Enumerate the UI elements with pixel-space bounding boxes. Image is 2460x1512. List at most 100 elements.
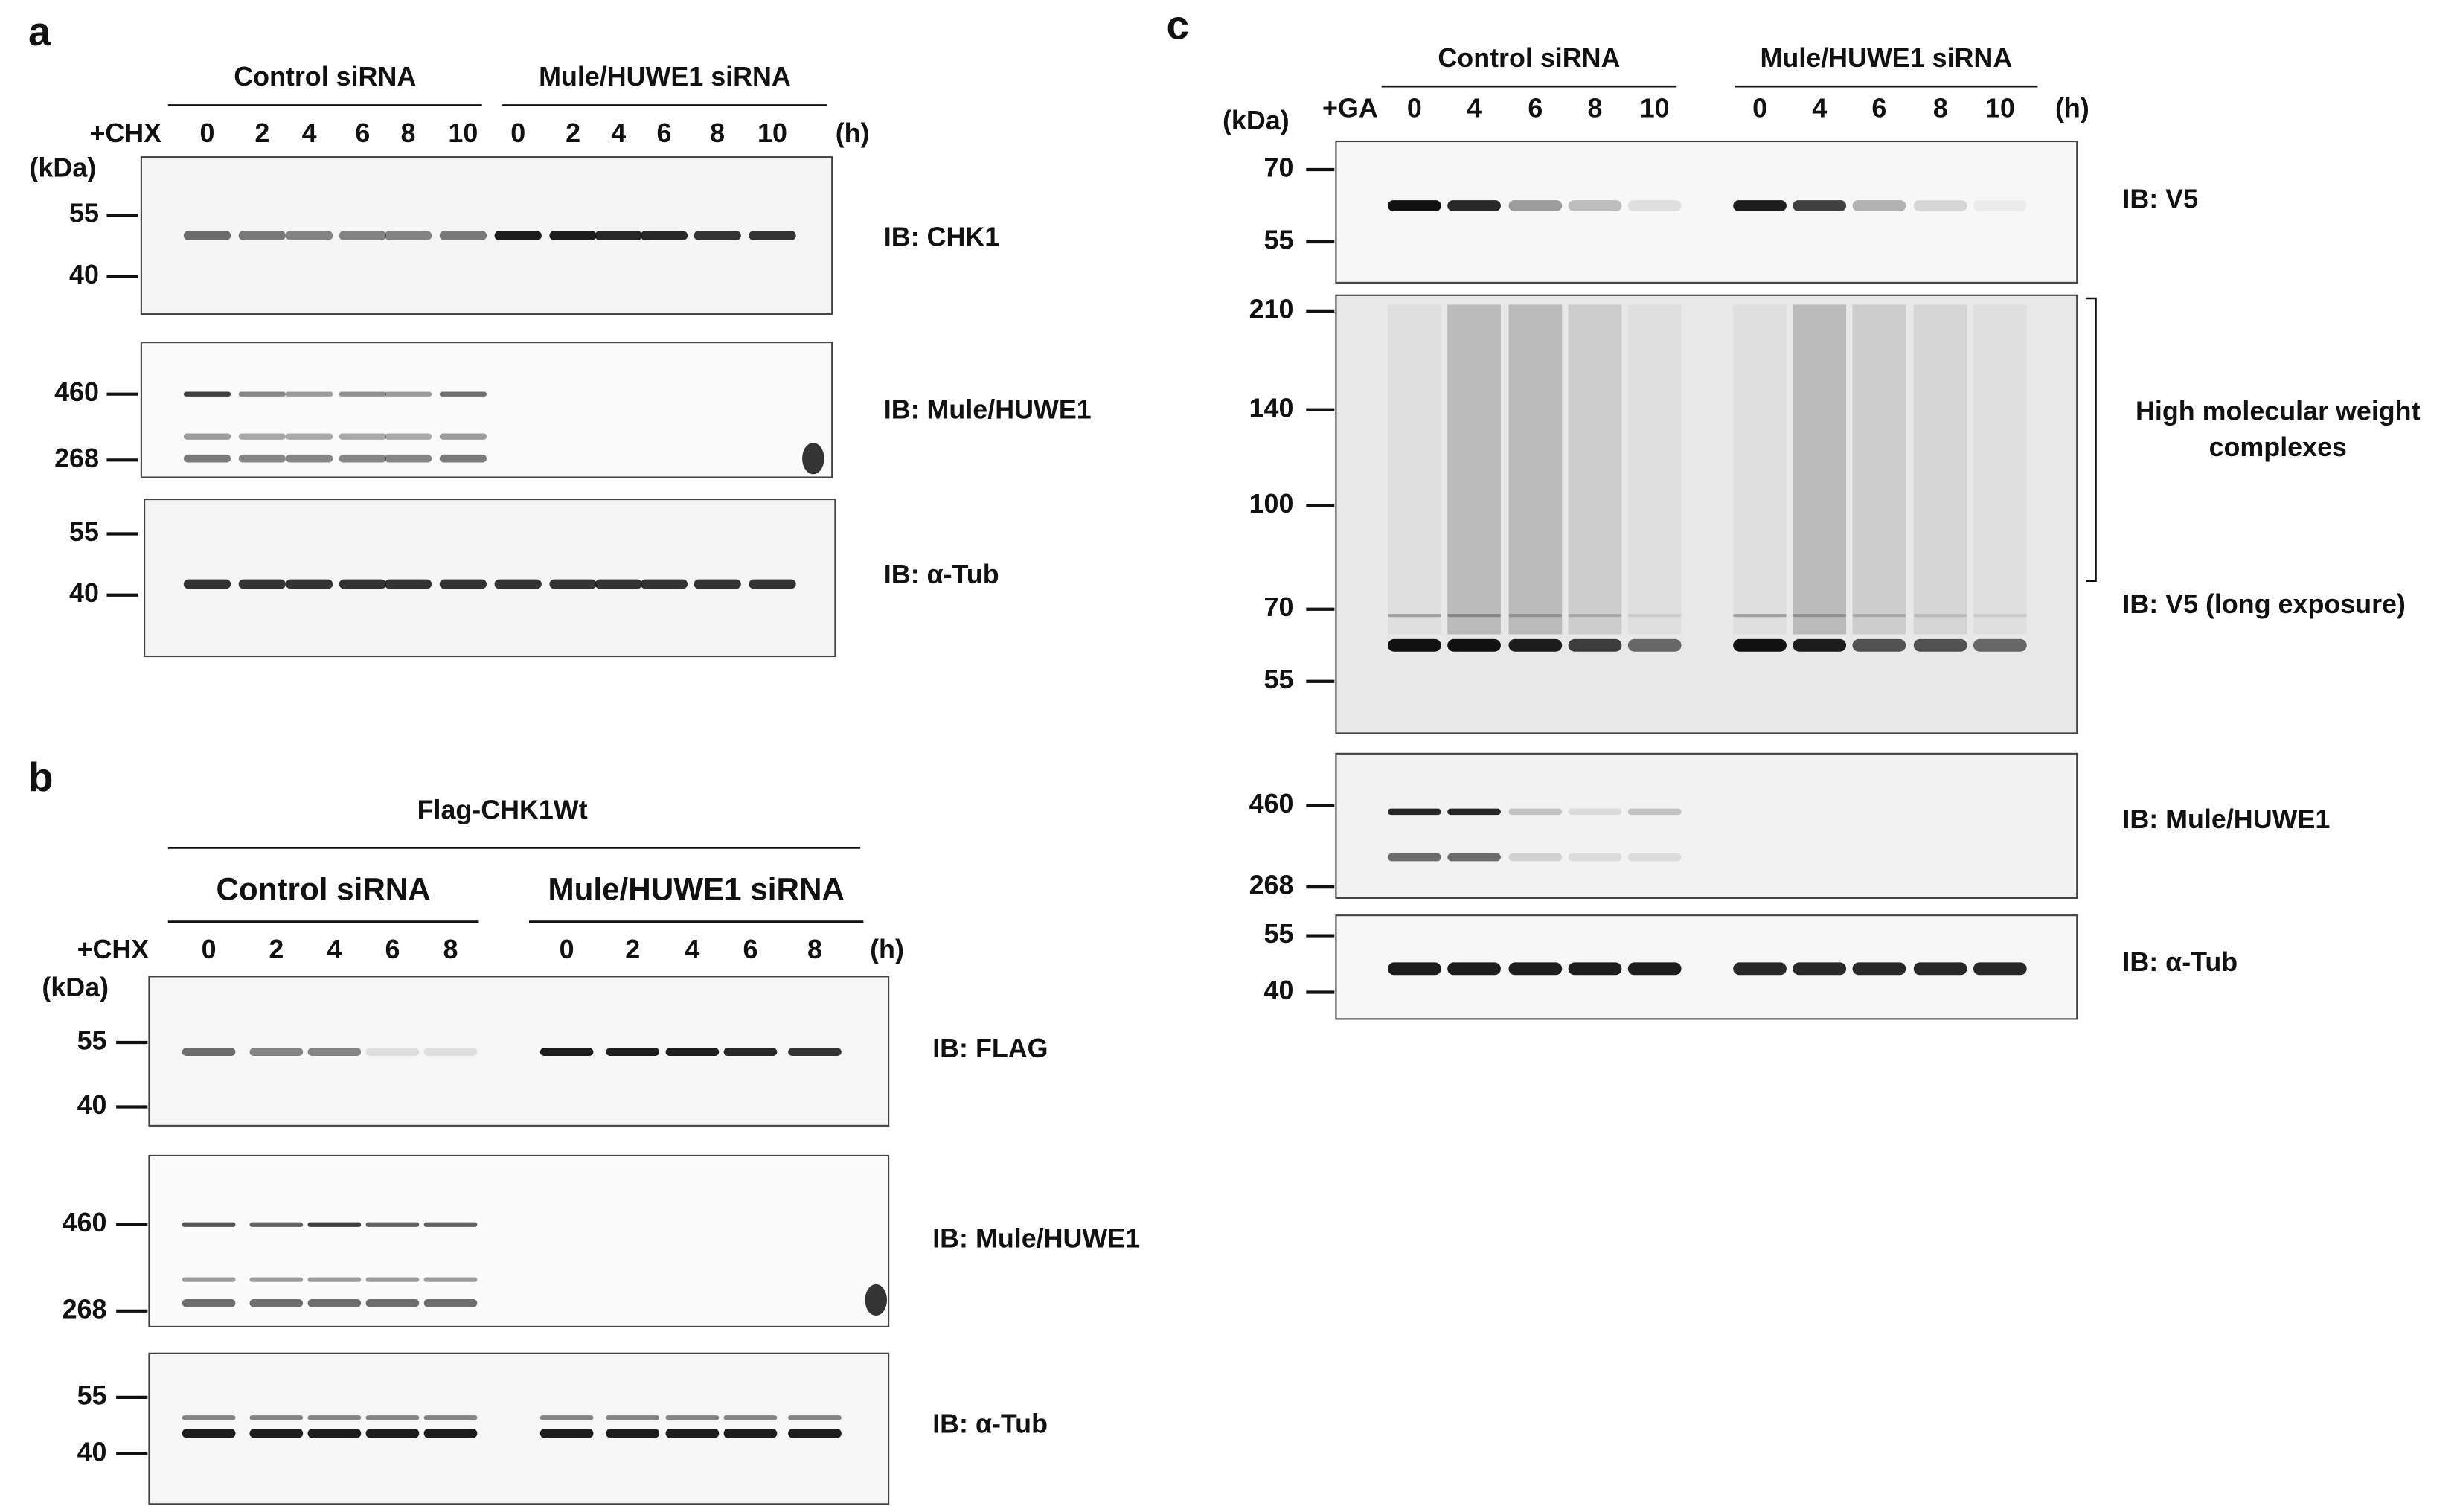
blot-band (1447, 962, 1501, 976)
blot-band (1508, 962, 1563, 976)
marker-label: 40 (77, 1090, 107, 1120)
blot-band (285, 579, 333, 589)
blot-label: IB: V5 (long exposure) (2122, 589, 2406, 619)
blot-band (1733, 614, 1787, 618)
blot-label: IB: α-Tub (884, 560, 999, 589)
blot-band (285, 454, 333, 463)
blot-band (665, 1415, 720, 1420)
blot-band (1793, 614, 1847, 618)
lane-label: 4 (1812, 93, 1827, 123)
blot-band (640, 579, 688, 589)
blot-band (749, 579, 796, 589)
blot-band (183, 454, 231, 463)
blot-band (1508, 638, 1563, 652)
blot-band (339, 391, 387, 397)
kda-label: (kDa) (30, 153, 97, 182)
group-label: Mule/HUWE1 siRNA (1761, 43, 2013, 73)
blot-band (365, 1277, 420, 1282)
blot-band (1627, 200, 1682, 211)
blot-band (606, 1429, 660, 1438)
marker-label: 268 (54, 443, 99, 473)
blot-band (1388, 638, 1441, 652)
ladder-blob (802, 443, 824, 475)
blot-band (183, 579, 231, 589)
lane-label: 8 (443, 935, 458, 964)
panel-label: b (28, 754, 54, 800)
blot-band (1388, 962, 1441, 976)
blot-band (423, 1429, 478, 1438)
blot-smear (1913, 304, 1967, 635)
blot-band (1568, 200, 1622, 211)
blot-band (249, 1222, 304, 1227)
blot-band (285, 391, 333, 397)
blot-band (723, 1048, 778, 1056)
group-label: Control siRNA (234, 62, 416, 92)
blot-band (183, 433, 231, 440)
blot-band (339, 433, 387, 440)
blot-band (606, 1048, 660, 1056)
blot-band (249, 1415, 304, 1420)
blot-band (183, 231, 231, 240)
blot-band (1568, 853, 1622, 862)
blot-band (307, 1222, 362, 1227)
blot-smear (1508, 304, 1563, 635)
marker-label: 460 (63, 1208, 107, 1237)
marker-label: 55 (69, 199, 99, 228)
blot-band (365, 1222, 420, 1227)
group-label: Mule/HUWE1 siRNA (548, 872, 844, 907)
lane-label: 6 (385, 935, 400, 964)
blot-band (307, 1429, 362, 1438)
blot-band (1733, 200, 1787, 211)
blot-membrane (1335, 752, 2078, 899)
blot-band (1793, 962, 1847, 976)
time-unit: (h) (836, 118, 870, 148)
blot-band (788, 1429, 842, 1438)
blot-band (1508, 853, 1563, 862)
blot-band (1793, 638, 1847, 652)
lane-label: 2 (269, 935, 284, 964)
blot-band (384, 433, 432, 440)
lane-label: 8 (1933, 93, 1948, 123)
bracket (2086, 297, 2097, 583)
treatment-label: +CHX (77, 935, 150, 964)
marker-label: 210 (1249, 294, 1294, 324)
blot-band (249, 1298, 304, 1307)
blot-band (423, 1415, 478, 1420)
blot-band (1447, 200, 1501, 211)
blot-band (539, 1429, 594, 1438)
blot-band (549, 579, 597, 589)
kda-label: (kDa) (1223, 106, 1290, 135)
blot-band (182, 1277, 236, 1282)
marker-label: 55 (1264, 664, 1294, 694)
blot-band (1388, 808, 1441, 816)
blot-band (1508, 200, 1563, 211)
blot-band (665, 1048, 720, 1056)
lane-label: 6 (1871, 93, 1886, 123)
treatment-label: +CHX (89, 118, 161, 148)
blot-band (539, 1048, 594, 1056)
blot-band (439, 231, 487, 240)
marker-label: 70 (1264, 153, 1294, 182)
blot-membrane (148, 1154, 890, 1327)
lane-label: 0 (200, 118, 215, 148)
blot-band (365, 1298, 420, 1307)
lane-label: 0 (510, 118, 525, 148)
blot-band (238, 231, 286, 240)
blot-band (238, 433, 286, 440)
blot-band (723, 1429, 778, 1438)
blot-band (494, 231, 542, 240)
blot-label: IB: Mule/HUWE1 (884, 394, 1092, 424)
lane-label: 6 (743, 935, 757, 964)
blot-smear (1793, 304, 1847, 635)
blot-band (1447, 614, 1501, 618)
blot-band (365, 1429, 420, 1438)
lane-label: 2 (566, 118, 580, 148)
blot-band (788, 1415, 842, 1420)
annotation: complexes (2209, 432, 2347, 462)
lane-label: 6 (1528, 93, 1543, 123)
blot-band (694, 579, 741, 589)
lane-label: 0 (202, 935, 217, 964)
blot-band (1973, 638, 2027, 652)
lane-label: 2 (625, 935, 640, 964)
lane-label: 4 (611, 118, 626, 148)
